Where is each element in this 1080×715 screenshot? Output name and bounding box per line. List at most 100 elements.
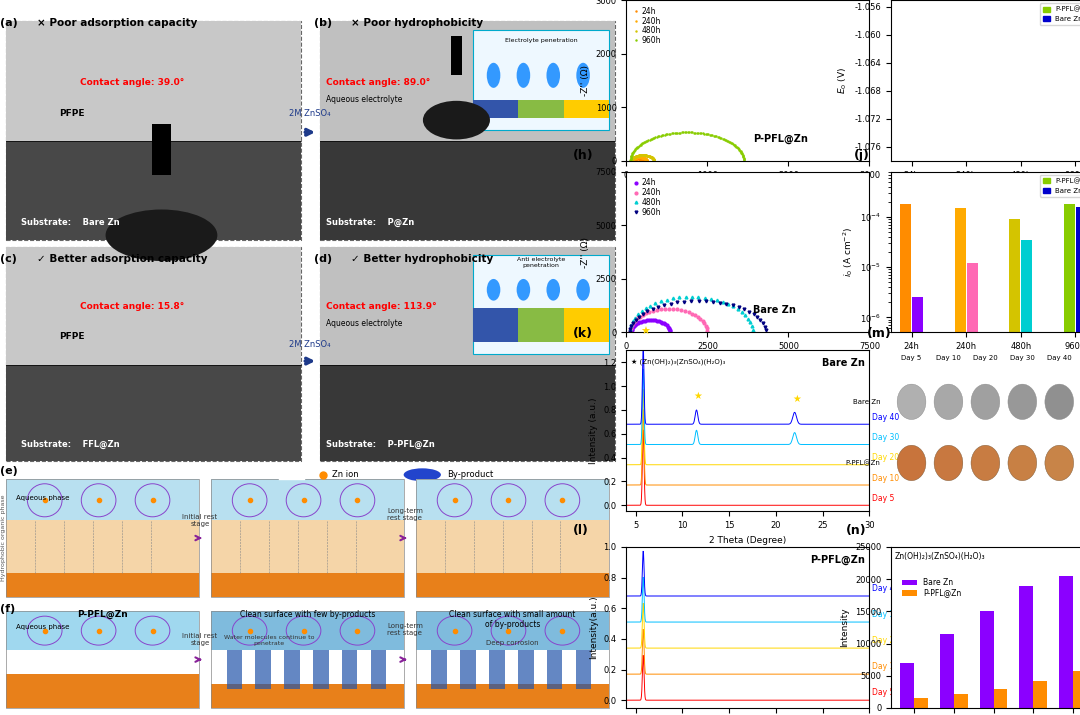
240h — [701, 328, 714, 337]
Y-axis label: $i_0$ (A cm$^{-2}$): $i_0$ (A cm$^{-2}$) — [840, 227, 854, 277]
480h — [720, 299, 733, 307]
24h — [663, 327, 676, 336]
240h — [670, 305, 683, 314]
Text: Deep corrosion: Deep corrosion — [486, 640, 539, 646]
960h — [738, 154, 751, 163]
240h — [627, 154, 640, 163]
Text: Aqueous electrolyte: Aqueous electrolyte — [326, 319, 403, 328]
Bar — [212, 611, 404, 708]
Line: 960h: 960h — [629, 300, 767, 334]
Ellipse shape — [487, 279, 500, 300]
Bar — [473, 307, 518, 342]
Bar — [416, 684, 609, 708]
480h — [746, 325, 759, 334]
Bar — [901, 204, 912, 715]
480h — [734, 307, 747, 315]
24h — [624, 328, 637, 337]
960h — [759, 328, 772, 337]
Text: (h): (h) — [572, 149, 594, 162]
Text: PFPE: PFPE — [59, 109, 85, 117]
Text: Zn ion: Zn ion — [333, 470, 359, 479]
Text: (f): (f) — [0, 604, 15, 614]
Bar — [1022, 161, 1032, 715]
960h — [637, 309, 650, 317]
Text: (n): (n) — [846, 524, 866, 537]
Bar — [460, 650, 476, 689]
Ellipse shape — [487, 63, 500, 88]
Text: Clean surface with few by-products: Clean surface with few by-products — [240, 610, 375, 619]
Bar — [489, 650, 504, 689]
Line: 480h: 480h — [629, 295, 754, 334]
Bar — [6, 479, 199, 597]
24h — [636, 157, 649, 165]
Line: 480h: 480h — [631, 154, 654, 162]
Bar — [576, 650, 591, 689]
Bar — [994, 689, 1008, 708]
Bar — [416, 573, 609, 597]
X-axis label: Z' (Ω): Z' (Ω) — [735, 357, 760, 366]
Text: Day 5: Day 5 — [902, 355, 921, 361]
Text: Aqueous phase: Aqueous phase — [16, 623, 69, 630]
Ellipse shape — [934, 445, 963, 480]
Line: 24h: 24h — [630, 319, 672, 334]
Y-axis label: Intensity (a.u.): Intensity (a.u.) — [589, 398, 598, 464]
24h — [626, 157, 639, 165]
Ellipse shape — [516, 279, 530, 300]
Text: × Poor hydrophobicity: × Poor hydrophobicity — [351, 18, 483, 28]
Text: Contact angle: 113.9°: Contact angle: 113.9° — [326, 302, 436, 311]
24h — [660, 321, 673, 330]
Bar — [967, 161, 977, 715]
240h — [693, 314, 706, 322]
Bar — [320, 142, 615, 240]
24h — [634, 154, 647, 163]
Text: P-PFL@Zn: P-PFL@Zn — [753, 134, 808, 144]
Bar — [320, 21, 615, 142]
960h — [727, 139, 740, 148]
Bar — [1064, 161, 1075, 715]
Ellipse shape — [971, 445, 1000, 480]
Bar — [967, 263, 977, 715]
Bar — [6, 21, 301, 142]
Text: Initial rest
stage: Initial rest stage — [183, 633, 217, 646]
Text: Aqueous phase: Aqueous phase — [16, 495, 69, 501]
Bar — [1034, 681, 1048, 708]
480h — [644, 301, 657, 310]
Bar — [313, 650, 328, 689]
X-axis label: 2 Theta (Degree): 2 Theta (Degree) — [710, 536, 786, 545]
Bar — [955, 161, 966, 715]
Y-axis label: Intensity: Intensity — [840, 608, 850, 647]
Bar — [1020, 586, 1034, 708]
Ellipse shape — [1044, 384, 1074, 420]
Text: (j): (j) — [854, 149, 869, 162]
Text: Clean surface with small amount
of by-products: Clean surface with small amount of by-pr… — [449, 610, 576, 629]
960h — [731, 302, 744, 311]
24h — [648, 316, 661, 325]
Bar — [901, 161, 912, 715]
Bar — [212, 521, 404, 573]
Text: (m): (m) — [866, 327, 891, 340]
480h — [623, 328, 636, 337]
24h — [632, 319, 645, 327]
Text: ★: ★ — [793, 393, 801, 403]
480h — [645, 153, 658, 162]
Text: Day 40: Day 40 — [1047, 355, 1071, 361]
Text: Day 20: Day 20 — [973, 355, 998, 361]
480h — [624, 157, 637, 165]
Text: (b): (b) — [313, 18, 332, 28]
Ellipse shape — [1044, 445, 1074, 480]
Text: Substrate:    P@Zn: Substrate: P@Zn — [326, 217, 414, 227]
Text: (c): (c) — [0, 254, 17, 264]
Legend: P-PFL@Zn, Bare Zn: P-PFL@Zn, Bare Zn — [1040, 175, 1080, 197]
480h — [643, 152, 656, 161]
Text: 2M ZnSO₄: 2M ZnSO₄ — [289, 109, 330, 118]
Ellipse shape — [577, 279, 590, 300]
Text: Day 10: Day 10 — [873, 662, 900, 671]
Text: Aqueous electrolyte: Aqueous electrolyte — [326, 95, 403, 104]
240h — [632, 314, 645, 322]
Bar — [564, 307, 609, 342]
240h — [662, 305, 675, 313]
Bar — [1076, 161, 1080, 715]
240h — [637, 154, 650, 162]
Bar — [342, 650, 357, 689]
960h — [714, 134, 727, 142]
